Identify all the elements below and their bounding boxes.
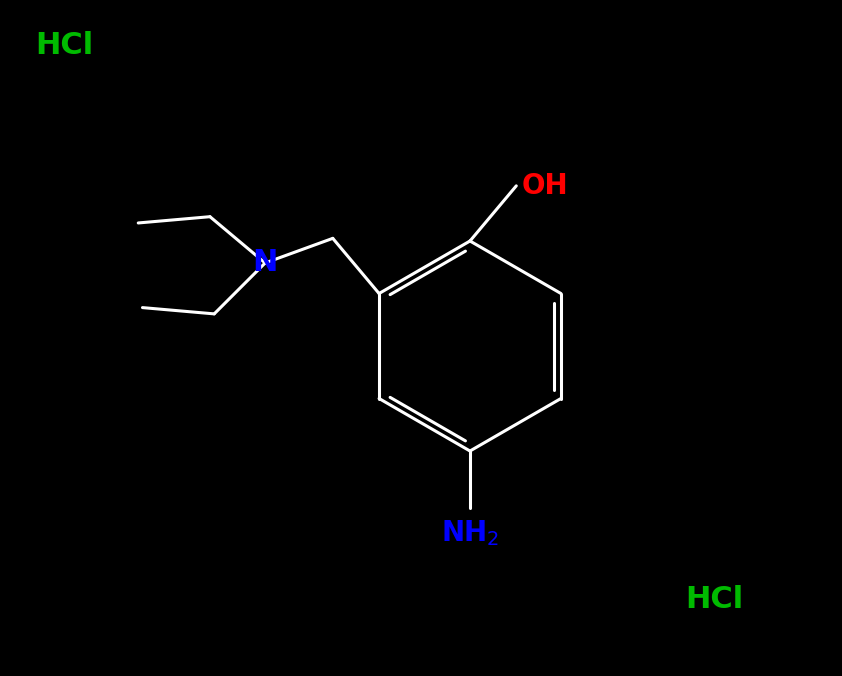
Text: HCl: HCl — [685, 585, 743, 614]
Text: HCl: HCl — [35, 31, 93, 60]
Text: NH$_2$: NH$_2$ — [441, 518, 499, 548]
Text: N: N — [253, 249, 278, 277]
Text: OH: OH — [521, 172, 568, 200]
